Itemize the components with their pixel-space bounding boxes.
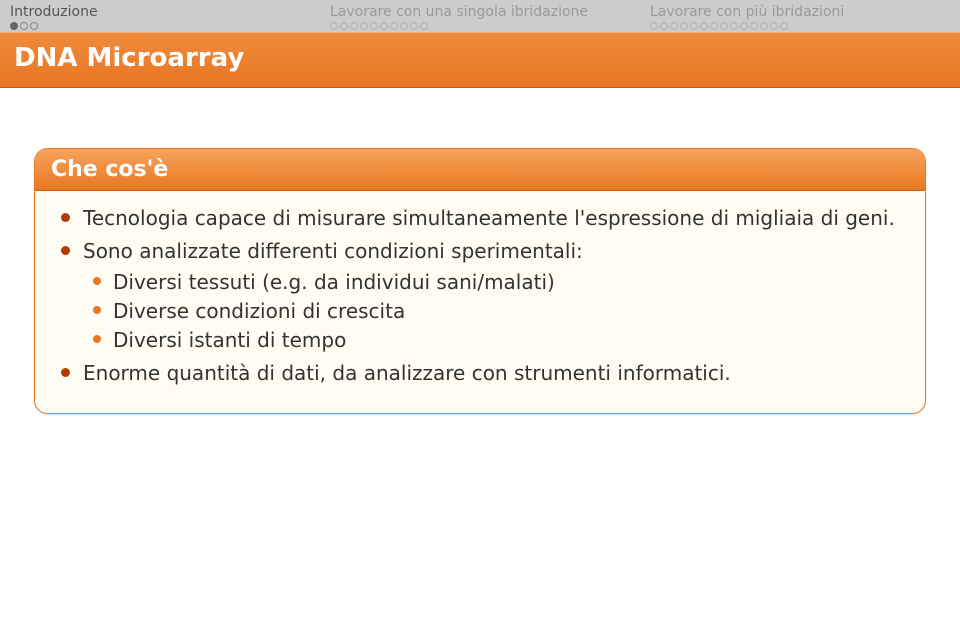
progress-dot[interactable] (720, 22, 728, 30)
progress-dot[interactable] (670, 22, 678, 30)
nav-section-3[interactable]: Lavorare con più ibridazioni (640, 0, 960, 32)
progress-dot[interactable] (730, 22, 738, 30)
nav-bar: Introduzione Lavorare con una singola ib… (0, 0, 960, 32)
progress-dot[interactable] (710, 22, 718, 30)
progress-dot[interactable] (750, 22, 758, 30)
sub-list-item: Diversi tessuti (e.g. da individui sani/… (93, 269, 903, 296)
list-item: Enorme quantità di dati, da analizzare c… (61, 360, 903, 387)
nav-section-2[interactable]: Lavorare con una singola ibridazione (320, 0, 640, 32)
nav-label: Lavorare con una singola ibridazione (330, 4, 630, 20)
progress-dot[interactable] (330, 22, 338, 30)
nav-label: Introduzione (10, 4, 310, 20)
progress-dots-2 (330, 22, 630, 30)
progress-dot[interactable] (360, 22, 368, 30)
progress-dot[interactable] (400, 22, 408, 30)
progress-dot[interactable] (390, 22, 398, 30)
slide-title: DNA Microarray (0, 32, 960, 88)
progress-dot[interactable] (30, 22, 38, 30)
progress-dot[interactable] (650, 22, 658, 30)
progress-dot[interactable] (700, 22, 708, 30)
bullet-list: Tecnologia capace di misurare simultanea… (57, 205, 903, 387)
nav-section-1[interactable]: Introduzione (0, 0, 320, 32)
sub-list-item: Diversi istanti di tempo (93, 327, 903, 354)
progress-dot[interactable] (370, 22, 378, 30)
sub-list: Diversi tessuti (e.g. da individui sani/… (83, 269, 903, 354)
progress-dot[interactable] (780, 22, 788, 30)
progress-dot[interactable] (350, 22, 358, 30)
progress-dot[interactable] (760, 22, 768, 30)
sub-list-item: Diverse condizioni di crescita (93, 298, 903, 325)
progress-dot[interactable] (690, 22, 698, 30)
progress-dot[interactable] (420, 22, 428, 30)
progress-dots-3 (650, 22, 950, 30)
progress-dots-1 (10, 22, 310, 30)
progress-dot[interactable] (380, 22, 388, 30)
progress-dot[interactable] (20, 22, 28, 30)
list-item: Sono analizzate differenti condizioni sp… (61, 238, 903, 354)
progress-dot[interactable] (740, 22, 748, 30)
progress-dot[interactable] (770, 22, 778, 30)
progress-dot[interactable] (680, 22, 688, 30)
block-body: Tecnologia capace di misurare simultanea… (35, 191, 925, 413)
definition-block: Che cos'è Tecnologia capace di misurare … (34, 148, 926, 414)
list-item: Tecnologia capace di misurare simultanea… (61, 205, 903, 232)
progress-dot[interactable] (10, 22, 18, 30)
block-header: Che cos'è (35, 149, 925, 191)
nav-label: Lavorare con più ibridazioni (650, 4, 950, 20)
progress-dot[interactable] (410, 22, 418, 30)
content-area: Che cos'è Tecnologia capace di misurare … (0, 88, 960, 414)
progress-dot[interactable] (340, 22, 348, 30)
progress-dot[interactable] (660, 22, 668, 30)
